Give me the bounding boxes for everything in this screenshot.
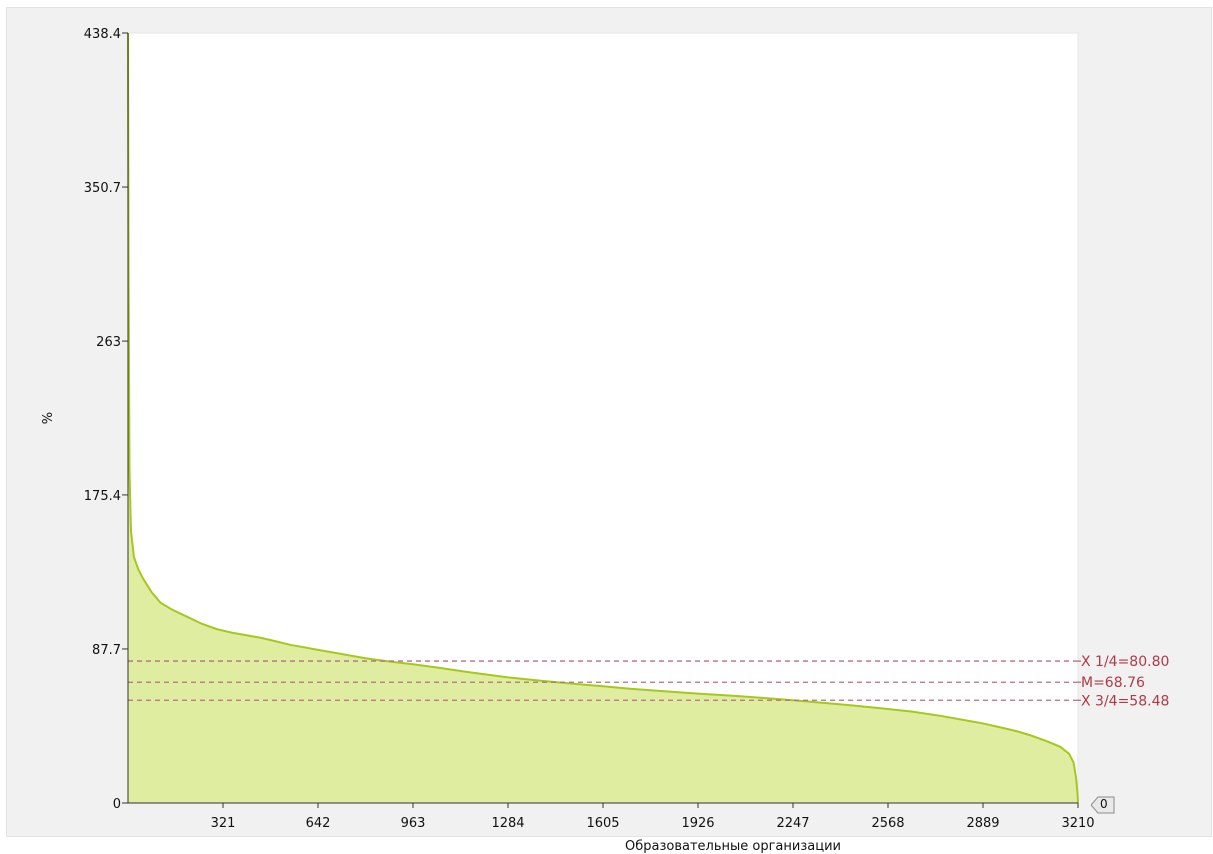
- scroll-position-value: 0: [1100, 797, 1108, 811]
- y-tick-label: 175.4: [84, 489, 121, 504]
- scroll-position-badge[interactable]: 0: [1090, 796, 1115, 814]
- reference-line-label-1: M=68.76: [1081, 675, 1145, 691]
- area-series: [127, 32, 1079, 804]
- x-tick-label: 321: [211, 816, 236, 831]
- x-tick-label: 3210: [1061, 816, 1094, 831]
- x-tick-label: 1926: [681, 816, 714, 831]
- x-tick-label: 642: [306, 816, 331, 831]
- x-tick-label: 2247: [776, 816, 809, 831]
- series-area-fill-0: [128, 33, 1078, 803]
- x-tick-label: 1605: [586, 816, 619, 831]
- x-tick-label: 2889: [966, 816, 999, 831]
- reference-line-label-2: X 3/4=58.48: [1081, 693, 1169, 709]
- y-tick-label: 0: [113, 797, 121, 812]
- x-axis-title: Образовательные организации: [625, 839, 841, 854]
- tick-labels: 0 87.7 175.4 263 350.7 438.4 321 642 963 1284 1605…: [84, 27, 1095, 831]
- series-line-0: [127, 32, 1079, 804]
- y-axis-title: %: [41, 412, 56, 424]
- x-tick-label: 1284: [491, 816, 524, 831]
- reference-line-label-0: X 1/4=80.80: [1081, 654, 1169, 670]
- x-tick-label: 2568: [871, 816, 904, 831]
- y-tick-label: 350.7: [84, 181, 121, 196]
- y-tick-label: 87.7: [92, 643, 121, 658]
- y-tick-label: 438.4: [84, 27, 121, 42]
- y-tick-label: 263: [96, 335, 121, 350]
- pointer-left-icon: [1090, 796, 1115, 814]
- x-tick-label: 963: [401, 816, 426, 831]
- reference-lines: X 1/4=80.80 M=68.76 X 3/4=58.48: [128, 654, 1169, 709]
